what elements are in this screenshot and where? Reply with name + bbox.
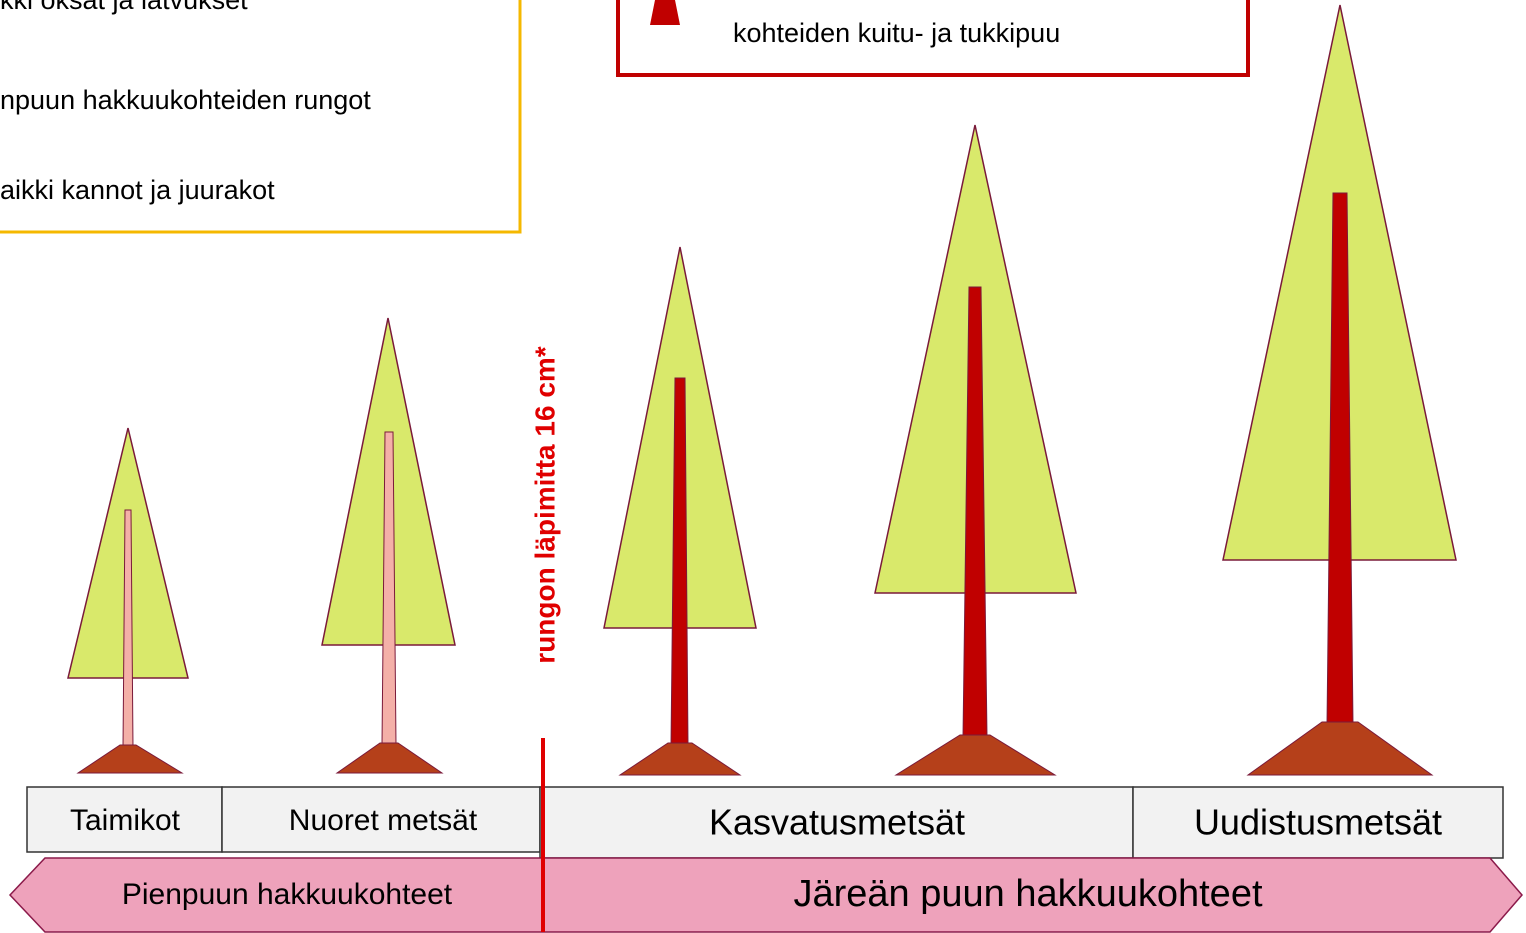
- tree: [604, 247, 756, 775]
- tree: [875, 125, 1076, 775]
- stage-label: Kasvatusmetsät: [709, 802, 965, 843]
- stage-label: Uudistusmetsät: [1194, 802, 1442, 843]
- legend-item: aikki kannot ja juurakot: [0, 175, 275, 205]
- cutting-label: Järeän puun hakkuukohteet: [793, 873, 1262, 915]
- divider-label: rungon läpimitta 16 cm*: [529, 346, 560, 663]
- stage-label: Nuoret metsät: [289, 804, 478, 837]
- legend-icon: [650, 0, 680, 25]
- tree: [322, 318, 455, 773]
- legend-item: npuun hakkuukohteiden rungot: [0, 85, 371, 115]
- diagram: kki oksat ja latvukset npuun hakkuukohte…: [0, 0, 1526, 933]
- tree: [68, 428, 188, 773]
- legend-item: kohteiden kuitu- ja tukkipuu: [733, 18, 1060, 48]
- stage-label: Taimikot: [70, 804, 181, 837]
- cutting-label: Pienpuun hakkuukohteet: [122, 878, 453, 911]
- legend-item: kki oksat ja latvukset: [0, 0, 248, 15]
- tree: [1223, 5, 1456, 775]
